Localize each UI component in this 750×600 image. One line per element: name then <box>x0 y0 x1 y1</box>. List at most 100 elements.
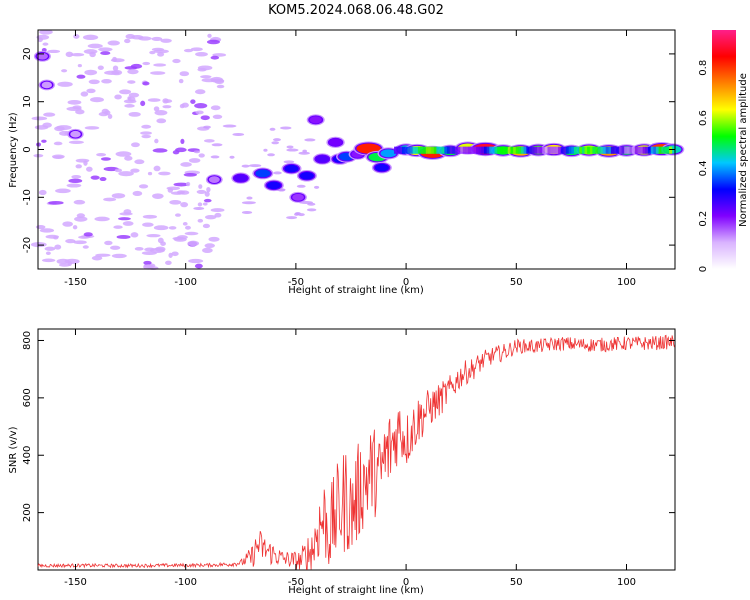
ridge-cell <box>536 146 540 154</box>
ridge-cell <box>478 146 482 154</box>
x-tick-label: 0 <box>403 277 409 288</box>
noise-speckle <box>87 43 103 49</box>
noise-speckle <box>210 155 220 159</box>
noise-speckle <box>137 36 152 41</box>
noise-speckle <box>104 240 113 246</box>
noise-speckle <box>153 225 169 231</box>
noise-speckle <box>52 155 64 159</box>
ridge-cell <box>436 146 440 154</box>
y-tick-label: 10 <box>22 95 33 108</box>
x-tick-label: 100 <box>617 577 636 588</box>
noise-speckle <box>183 48 194 53</box>
ridge-cell <box>396 146 400 154</box>
noise-speckle <box>119 89 132 95</box>
noise-speckle <box>130 232 139 238</box>
noise-speckle <box>95 253 111 257</box>
ridge-cell <box>409 146 413 154</box>
noise-speckle <box>118 171 134 177</box>
ridge-cell <box>563 146 567 154</box>
noise-speckle <box>160 241 166 246</box>
noise-speckle <box>124 38 131 44</box>
ridge-cell <box>550 146 554 154</box>
noise-speckle <box>36 142 42 147</box>
noise-speckle <box>65 239 76 244</box>
noise-speckle <box>294 212 300 216</box>
x-tick-label: -150 <box>64 577 87 588</box>
noise-speckle <box>185 225 191 230</box>
y-tick-label: 400 <box>22 446 33 465</box>
noise-speckle <box>83 49 98 54</box>
noise-speckle <box>198 153 205 158</box>
noise-speckle <box>82 34 99 41</box>
y-tick-label: 20 <box>22 48 33 61</box>
ridge-cell <box>634 146 638 154</box>
noise-speckle <box>232 132 245 136</box>
noise-speckle <box>184 231 199 236</box>
noise-speckle <box>141 124 152 129</box>
noise-speckle <box>115 151 132 157</box>
noise-speckle <box>54 244 62 250</box>
noise-speckle <box>222 124 237 128</box>
noise-speckle <box>134 246 144 251</box>
noise-speckle <box>200 75 212 79</box>
ridge-cell <box>402 146 406 154</box>
ridge-cell <box>645 146 649 154</box>
noise-speckle <box>204 214 217 220</box>
blob-core <box>284 164 299 173</box>
ridge-cell <box>579 146 583 154</box>
ridge-cell <box>584 146 588 154</box>
noise-speckle <box>100 51 111 55</box>
noise-speckle <box>124 155 133 161</box>
blob-core <box>292 193 304 201</box>
noise-speckle <box>272 138 281 142</box>
noise-speckle <box>73 34 80 39</box>
noise-speckle <box>147 98 161 102</box>
blob-core <box>266 181 281 190</box>
noise-speckle <box>84 69 98 76</box>
noise-speckle <box>202 247 213 254</box>
noise-speckle <box>48 200 64 205</box>
noise-speckles <box>30 29 320 271</box>
noise-speckle <box>99 177 107 182</box>
ridge-cell <box>423 146 427 154</box>
noise-speckle <box>70 53 85 57</box>
noise-speckle <box>31 116 48 121</box>
noise-speckle <box>118 217 131 221</box>
colorbar-tick-label: 0.2 <box>698 211 709 227</box>
ridge-cell <box>454 146 458 154</box>
noise-speckle <box>172 58 181 64</box>
noise-speckle <box>229 155 235 159</box>
noise-speckle <box>140 100 146 107</box>
ridge-cell <box>465 146 469 154</box>
noise-speckle <box>204 191 210 197</box>
ridge-cell <box>476 146 480 154</box>
ridge-cell <box>526 146 530 154</box>
noise-speckle <box>173 182 190 187</box>
noise-speckle <box>158 171 171 176</box>
noise-speckle <box>176 190 185 195</box>
ridge-cell <box>407 146 411 154</box>
noise-speckle <box>195 52 208 57</box>
noise-speckle <box>61 69 68 73</box>
ridge-cell <box>610 146 614 154</box>
ridge-cell <box>441 146 445 154</box>
noise-speckle <box>297 213 305 217</box>
noise-speckle <box>98 47 113 52</box>
x-tick-label: -100 <box>174 277 197 288</box>
ridge-cell <box>642 146 646 154</box>
ridge-cell <box>595 146 599 154</box>
noise-speckle <box>80 91 89 97</box>
snr-series-line <box>37 334 675 570</box>
noise-speckle <box>107 113 113 119</box>
noise-speckle <box>197 67 207 72</box>
blob-core <box>208 176 220 183</box>
noise-speckle <box>207 33 212 38</box>
noise-speckle <box>90 97 104 103</box>
noise-speckle <box>169 200 182 205</box>
ridge-cell <box>499 146 503 154</box>
ridge-cell <box>505 146 509 154</box>
noise-speckle <box>138 184 149 189</box>
noise-speckle <box>42 122 52 128</box>
noise-speckle <box>197 202 203 207</box>
